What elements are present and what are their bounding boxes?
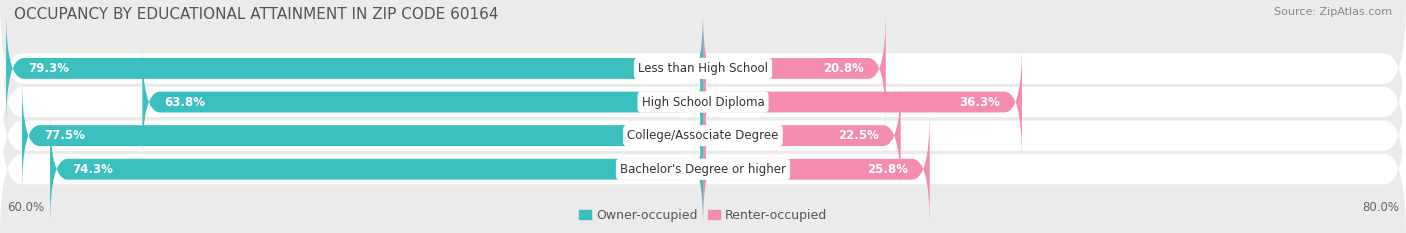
Legend: Owner-occupied, Renter-occupied: Owner-occupied, Renter-occupied	[574, 204, 832, 227]
FancyBboxPatch shape	[703, 113, 929, 226]
FancyBboxPatch shape	[0, 67, 1406, 205]
FancyBboxPatch shape	[0, 33, 1406, 171]
Text: 74.3%: 74.3%	[72, 163, 112, 176]
Text: College/Associate Degree: College/Associate Degree	[627, 129, 779, 142]
FancyBboxPatch shape	[51, 113, 703, 226]
Text: 60.0%: 60.0%	[7, 201, 44, 214]
Text: 79.3%: 79.3%	[28, 62, 69, 75]
Text: 80.0%: 80.0%	[1362, 201, 1399, 214]
FancyBboxPatch shape	[703, 45, 1022, 159]
FancyBboxPatch shape	[703, 12, 886, 125]
FancyBboxPatch shape	[6, 12, 703, 125]
FancyBboxPatch shape	[0, 100, 1406, 233]
Text: 36.3%: 36.3%	[959, 96, 1000, 109]
Text: 25.8%: 25.8%	[866, 163, 908, 176]
Text: High School Diploma: High School Diploma	[641, 96, 765, 109]
FancyBboxPatch shape	[22, 79, 703, 192]
FancyBboxPatch shape	[703, 79, 901, 192]
Text: Source: ZipAtlas.com: Source: ZipAtlas.com	[1274, 7, 1392, 17]
Text: 63.8%: 63.8%	[165, 96, 205, 109]
Text: 77.5%: 77.5%	[44, 129, 84, 142]
FancyBboxPatch shape	[142, 45, 703, 159]
Text: 22.5%: 22.5%	[838, 129, 879, 142]
Text: Bachelor's Degree or higher: Bachelor's Degree or higher	[620, 163, 786, 176]
FancyBboxPatch shape	[0, 0, 1406, 137]
Text: 20.8%: 20.8%	[823, 62, 863, 75]
Text: Less than High School: Less than High School	[638, 62, 768, 75]
Text: OCCUPANCY BY EDUCATIONAL ATTAINMENT IN ZIP CODE 60164: OCCUPANCY BY EDUCATIONAL ATTAINMENT IN Z…	[14, 7, 499, 22]
